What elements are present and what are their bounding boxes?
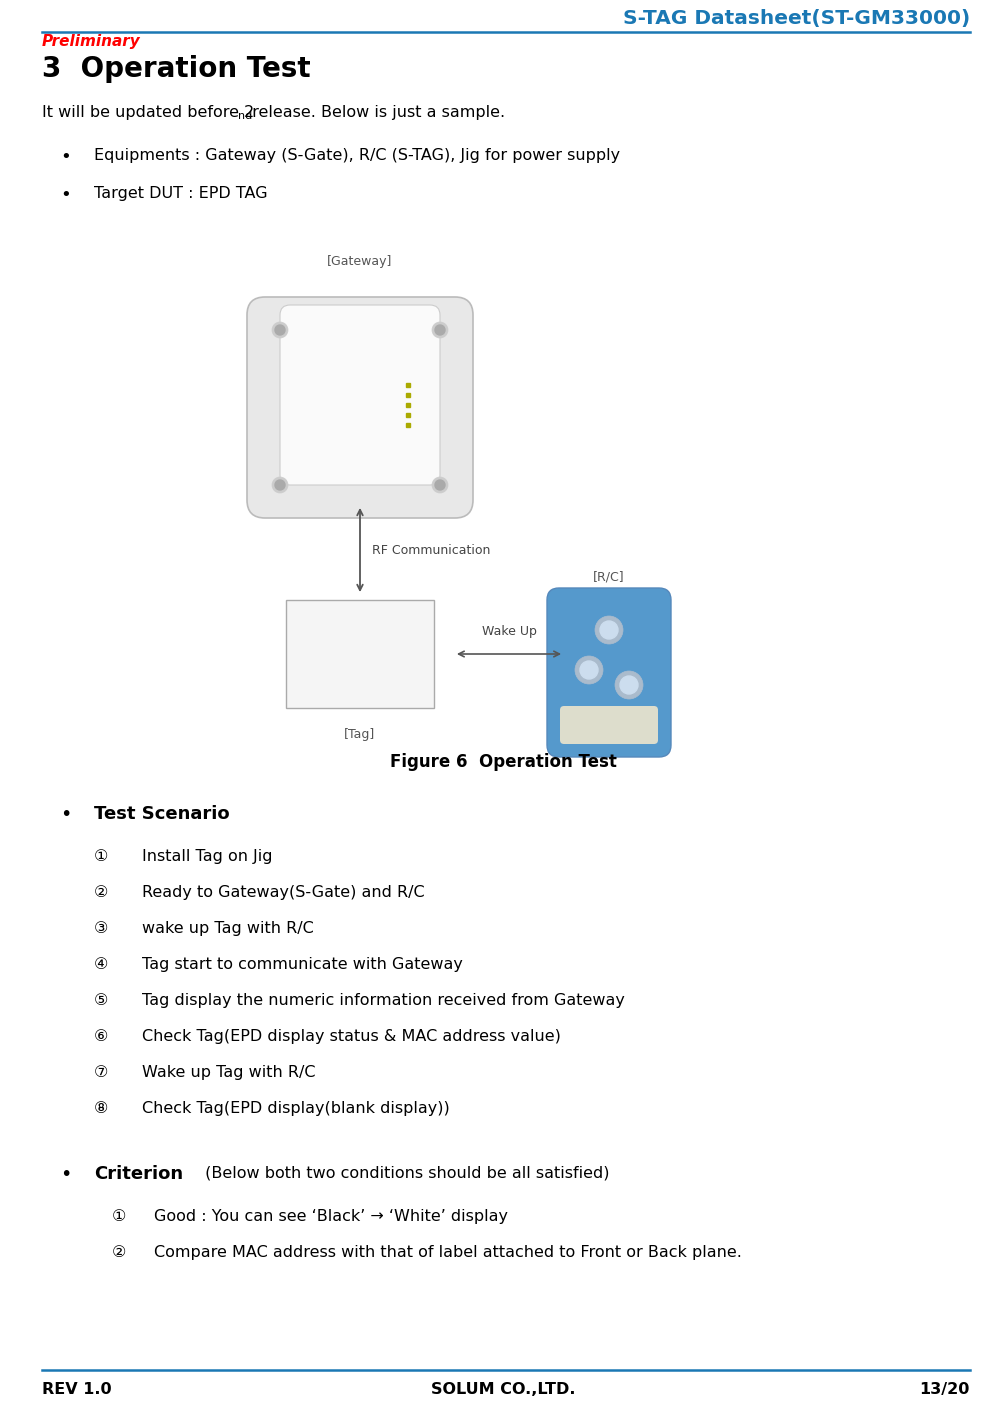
- Text: ①: ①: [94, 849, 109, 864]
- Text: Tag display the numeric information received from Gateway: Tag display the numeric information rece…: [142, 993, 625, 1008]
- Circle shape: [435, 325, 445, 335]
- Text: ⑤: ⑤: [94, 993, 109, 1008]
- Text: •: •: [60, 805, 71, 824]
- Text: Target DUT : EPD TAG: Target DUT : EPD TAG: [94, 186, 268, 201]
- FancyBboxPatch shape: [560, 706, 658, 744]
- Text: Check Tag(EPD display(blank display)): Check Tag(EPD display(blank display)): [142, 1100, 450, 1116]
- Text: release. Below is just a sample.: release. Below is just a sample.: [247, 105, 505, 121]
- Text: Test Scenario: Test Scenario: [94, 805, 229, 822]
- Text: ④: ④: [94, 957, 109, 971]
- Text: [Tag]: [Tag]: [344, 727, 375, 742]
- Text: •: •: [60, 186, 70, 204]
- Circle shape: [432, 322, 448, 337]
- Text: nd: nd: [238, 111, 253, 121]
- Circle shape: [275, 481, 285, 491]
- Text: ③: ③: [94, 922, 109, 936]
- FancyBboxPatch shape: [247, 296, 473, 518]
- Text: Good : You can see ‘Black’ → ‘White’ display: Good : You can see ‘Black’ → ‘White’ dis…: [154, 1210, 508, 1224]
- Text: S-TAG Datasheet(ST-GM33000): S-TAG Datasheet(ST-GM33000): [623, 9, 970, 28]
- Text: Compare MAC address with that of label attached to Front or Back plane.: Compare MAC address with that of label a…: [154, 1245, 741, 1261]
- Text: Ready to Gateway(S-Gate) and R/C: Ready to Gateway(S-Gate) and R/C: [142, 885, 425, 900]
- Text: ⑦: ⑦: [94, 1065, 109, 1081]
- Text: Wake up Tag with R/C: Wake up Tag with R/C: [142, 1065, 316, 1081]
- Text: ⑥: ⑥: [94, 1029, 109, 1044]
- Circle shape: [575, 657, 603, 683]
- Text: Criterion: Criterion: [94, 1166, 183, 1183]
- Text: SOLUM CO.,LTD.: SOLUM CO.,LTD.: [431, 1383, 575, 1397]
- Text: ②: ②: [112, 1245, 127, 1261]
- Text: REV 1.0: REV 1.0: [42, 1383, 112, 1397]
- Text: •: •: [60, 1166, 71, 1184]
- Text: Tag start to communicate with Gateway: Tag start to communicate with Gateway: [142, 957, 463, 971]
- Text: 3  Operation Test: 3 Operation Test: [42, 55, 311, 84]
- Text: •: •: [60, 147, 70, 166]
- Text: Figure 6  Operation Test: Figure 6 Operation Test: [389, 753, 617, 771]
- Circle shape: [272, 476, 288, 493]
- Text: wake up Tag with R/C: wake up Tag with R/C: [142, 922, 314, 936]
- Circle shape: [580, 661, 598, 679]
- Text: ②: ②: [94, 885, 109, 900]
- Text: Preliminary: Preliminary: [42, 34, 141, 50]
- Circle shape: [615, 671, 643, 699]
- Circle shape: [435, 481, 445, 491]
- Text: 13/20: 13/20: [919, 1383, 970, 1397]
- FancyBboxPatch shape: [547, 588, 671, 757]
- Text: Install Tag on Jig: Install Tag on Jig: [142, 849, 273, 864]
- FancyBboxPatch shape: [286, 600, 434, 708]
- Text: (Below both two conditions should be all satisfied): (Below both two conditions should be all…: [200, 1166, 610, 1180]
- Text: It will be updated before 2: It will be updated before 2: [42, 105, 255, 121]
- Circle shape: [432, 476, 448, 493]
- Text: Wake Up: Wake Up: [482, 625, 536, 638]
- Circle shape: [595, 615, 623, 644]
- Circle shape: [600, 621, 618, 640]
- Text: Equipments : Gateway (S-Gate), R/C (S-TAG), Jig for power supply: Equipments : Gateway (S-Gate), R/C (S-TA…: [94, 147, 620, 163]
- Text: ⑧: ⑧: [94, 1100, 109, 1116]
- Text: ①: ①: [112, 1210, 127, 1224]
- Text: RF Communication: RF Communication: [372, 543, 490, 556]
- Circle shape: [272, 322, 288, 337]
- Text: [R/C]: [R/C]: [594, 570, 625, 583]
- Circle shape: [620, 676, 638, 693]
- Text: Check Tag(EPD display status & MAC address value): Check Tag(EPD display status & MAC addre…: [142, 1029, 561, 1044]
- FancyBboxPatch shape: [280, 305, 440, 485]
- Text: [Gateway]: [Gateway]: [327, 255, 392, 268]
- Circle shape: [275, 325, 285, 335]
